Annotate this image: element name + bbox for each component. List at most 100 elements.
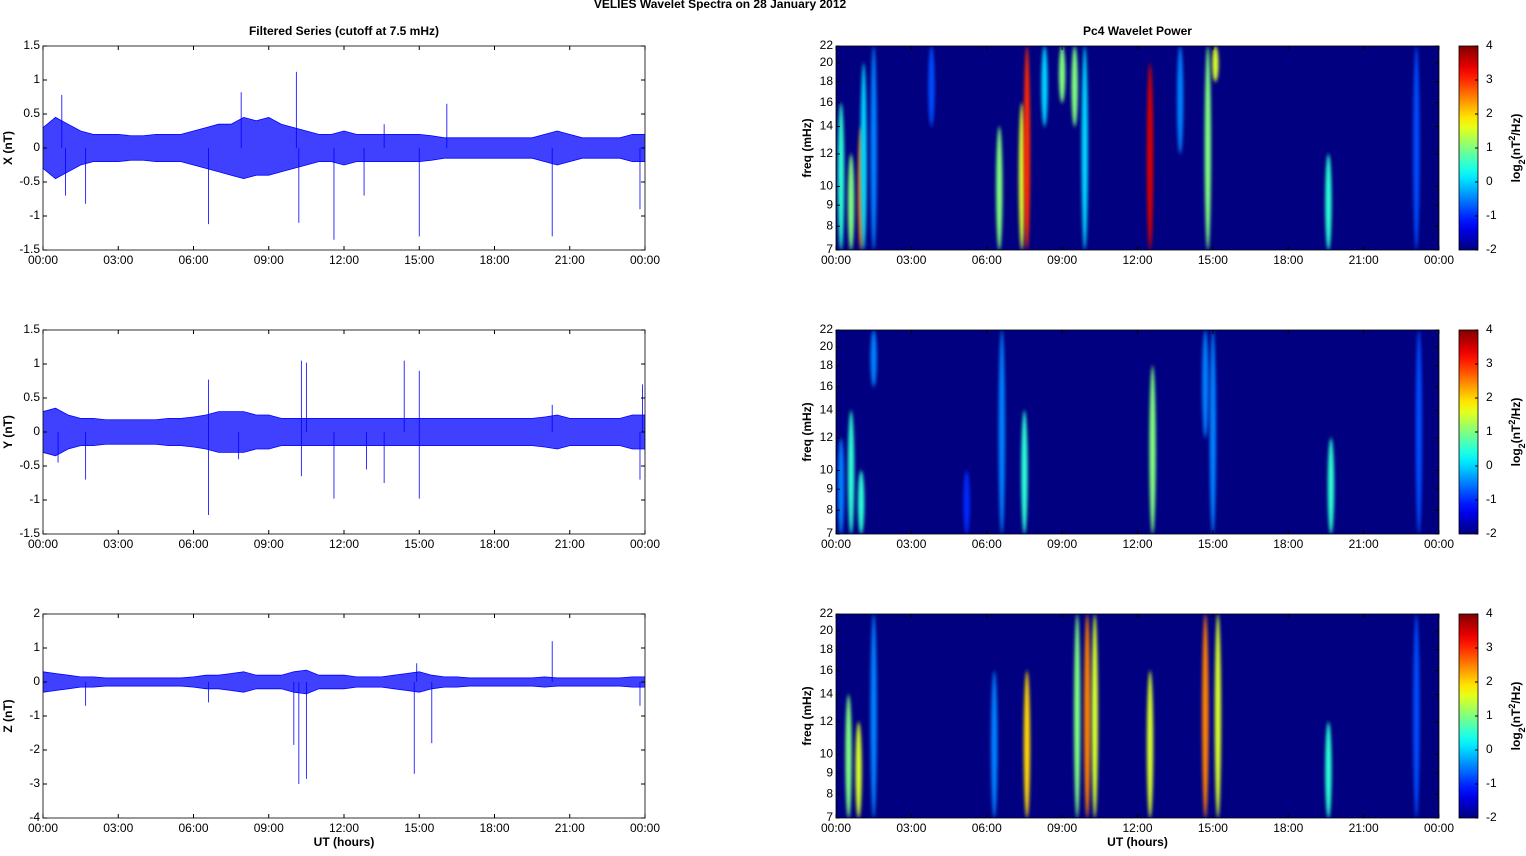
x-tick-label: 21:00 xyxy=(555,253,585,267)
power-streak xyxy=(1177,46,1184,154)
x-tick-label: 09:00 xyxy=(1047,821,1077,835)
x-tick-label: 00:00 xyxy=(630,821,660,835)
power-streak xyxy=(857,470,865,534)
x-tick-label: 21:00 xyxy=(555,821,585,835)
y-tick-label: 0 xyxy=(33,674,40,688)
x-tick-label: 12:00 xyxy=(1122,253,1152,267)
power-streak xyxy=(847,410,855,534)
colorbar-tick-label: -1 xyxy=(1486,492,1497,506)
envelope-line xyxy=(43,685,645,695)
x-tick-label: 00:00 xyxy=(28,253,58,267)
y-tick-label: 18 xyxy=(820,74,834,88)
power-streak xyxy=(1413,46,1420,250)
y-tick-label: 9 xyxy=(826,197,833,211)
power-streak xyxy=(1021,410,1028,534)
y-tick-label: 9 xyxy=(826,481,833,495)
colorbar-tick-label: 4 xyxy=(1486,322,1493,336)
colorbar-label-part: log xyxy=(1509,164,1523,182)
x-tick-label: 00:00 xyxy=(28,537,58,551)
colorbar-tick-label: 3 xyxy=(1486,640,1493,654)
y-tick-label: 1 xyxy=(33,72,40,86)
y-tick-label: 16 xyxy=(820,663,834,677)
heatmap-background xyxy=(836,330,1439,534)
power-streak xyxy=(1209,330,1217,534)
x-tick-label: 00:00 xyxy=(821,537,851,551)
heatmap-background xyxy=(836,614,1439,818)
power-streak xyxy=(1212,46,1219,82)
x-tick-label: 03:00 xyxy=(896,537,926,551)
power-streak xyxy=(1149,365,1156,534)
x-tick-label: 00:00 xyxy=(1424,537,1454,551)
noise-band xyxy=(43,117,645,179)
power-streak xyxy=(991,670,998,818)
x-tick-label: 00:00 xyxy=(821,253,851,267)
y-tick-label: 7 xyxy=(826,810,833,824)
x-tick-label: 06:00 xyxy=(178,537,208,551)
y-tick-label: 12 xyxy=(820,146,834,160)
x-axis-label: UT (hours) xyxy=(314,835,375,849)
y-axis-label: freq (mHz) xyxy=(800,402,814,461)
envelope-line xyxy=(43,443,645,457)
power-streak xyxy=(1023,46,1031,250)
series-group xyxy=(43,360,645,515)
colorbar-label-part: 2 xyxy=(1507,420,1517,425)
power-streak xyxy=(847,153,855,250)
y-tick-label: 16 xyxy=(820,379,834,393)
colorbar-label-part: (nT xyxy=(1509,140,1523,159)
x-tick-label: 09:00 xyxy=(254,253,284,267)
y-tick-label: 0.5 xyxy=(23,106,40,120)
x-tick-label: 21:00 xyxy=(555,537,585,551)
y-tick-label: 20 xyxy=(820,339,834,353)
x-tick-label: 00:00 xyxy=(630,537,660,551)
y-tick-label: 12 xyxy=(820,714,834,728)
power-streak xyxy=(1081,46,1088,250)
x-tick-label: 03:00 xyxy=(103,253,133,267)
colorbar-label-part: (nT xyxy=(1509,708,1523,727)
x-tick-label: 21:00 xyxy=(1349,821,1379,835)
y-tick-label: 1.5 xyxy=(23,38,40,52)
y-tick-label: 0 xyxy=(33,140,40,154)
power-streak xyxy=(837,437,845,534)
power-streak xyxy=(963,470,970,534)
x-axis-label: UT (hours) xyxy=(1107,835,1168,849)
colorbar-label-part: log xyxy=(1509,732,1523,750)
colorbar-tick-label: 2 xyxy=(1486,106,1493,120)
y-tick-label: 22 xyxy=(820,38,834,52)
y-tick-label: 10 xyxy=(820,463,834,477)
x-tick-label: 00:00 xyxy=(28,821,58,835)
power-streak xyxy=(855,721,862,818)
y-axis-label: Y (nT) xyxy=(1,415,15,449)
power-streak xyxy=(1084,614,1091,818)
streaks xyxy=(837,46,1420,250)
x-tick-label: 06:00 xyxy=(178,253,208,267)
power-streak xyxy=(1071,46,1078,127)
power-streak xyxy=(1202,330,1209,438)
x-tick-label: 00:00 xyxy=(630,253,660,267)
y-tick-label: 8 xyxy=(826,218,833,232)
colorbar-label-part: log xyxy=(1509,448,1523,466)
y-tick-label: 0.5 xyxy=(23,390,40,404)
panel: -1.5 -1 -0.5 0 0.5 1 1.5 00:00 03:00 06:00 09:00 12… xyxy=(1,322,660,551)
colorbar-label-part: (nT xyxy=(1509,424,1523,443)
x-tick-label: 06:00 xyxy=(178,821,208,835)
x-tick-label: 18:00 xyxy=(1273,537,1303,551)
y-tick-label: 0 xyxy=(33,424,40,438)
y-tick-label: 1.5 xyxy=(23,322,40,336)
panel: -4 -3 -2 -1 0 1 2 00:00 03:00 06:00 09:00 12:00 15:0… xyxy=(1,606,660,849)
colorbar-tick-label: 4 xyxy=(1486,606,1493,620)
colorbar-label: log2(nT2/Hz) xyxy=(1507,398,1526,467)
power-streak xyxy=(837,102,845,250)
power-streak xyxy=(870,614,877,818)
y-tick-label: 14 xyxy=(820,403,834,417)
y-tick-label: 10 xyxy=(820,747,834,761)
y-tick-label: -1 xyxy=(29,208,40,222)
power-streak xyxy=(1023,670,1031,818)
y-tick-label: -3 xyxy=(29,776,40,790)
panel: -2-101234log2(nT2/Hz)7891012141618202200… xyxy=(800,606,1526,849)
x-tick-label: 06:00 xyxy=(972,253,1002,267)
x-tick-label: 21:00 xyxy=(1349,253,1379,267)
power-streak xyxy=(1413,614,1420,818)
power-streak xyxy=(1074,614,1081,818)
x-tick-label: 18:00 xyxy=(479,821,509,835)
